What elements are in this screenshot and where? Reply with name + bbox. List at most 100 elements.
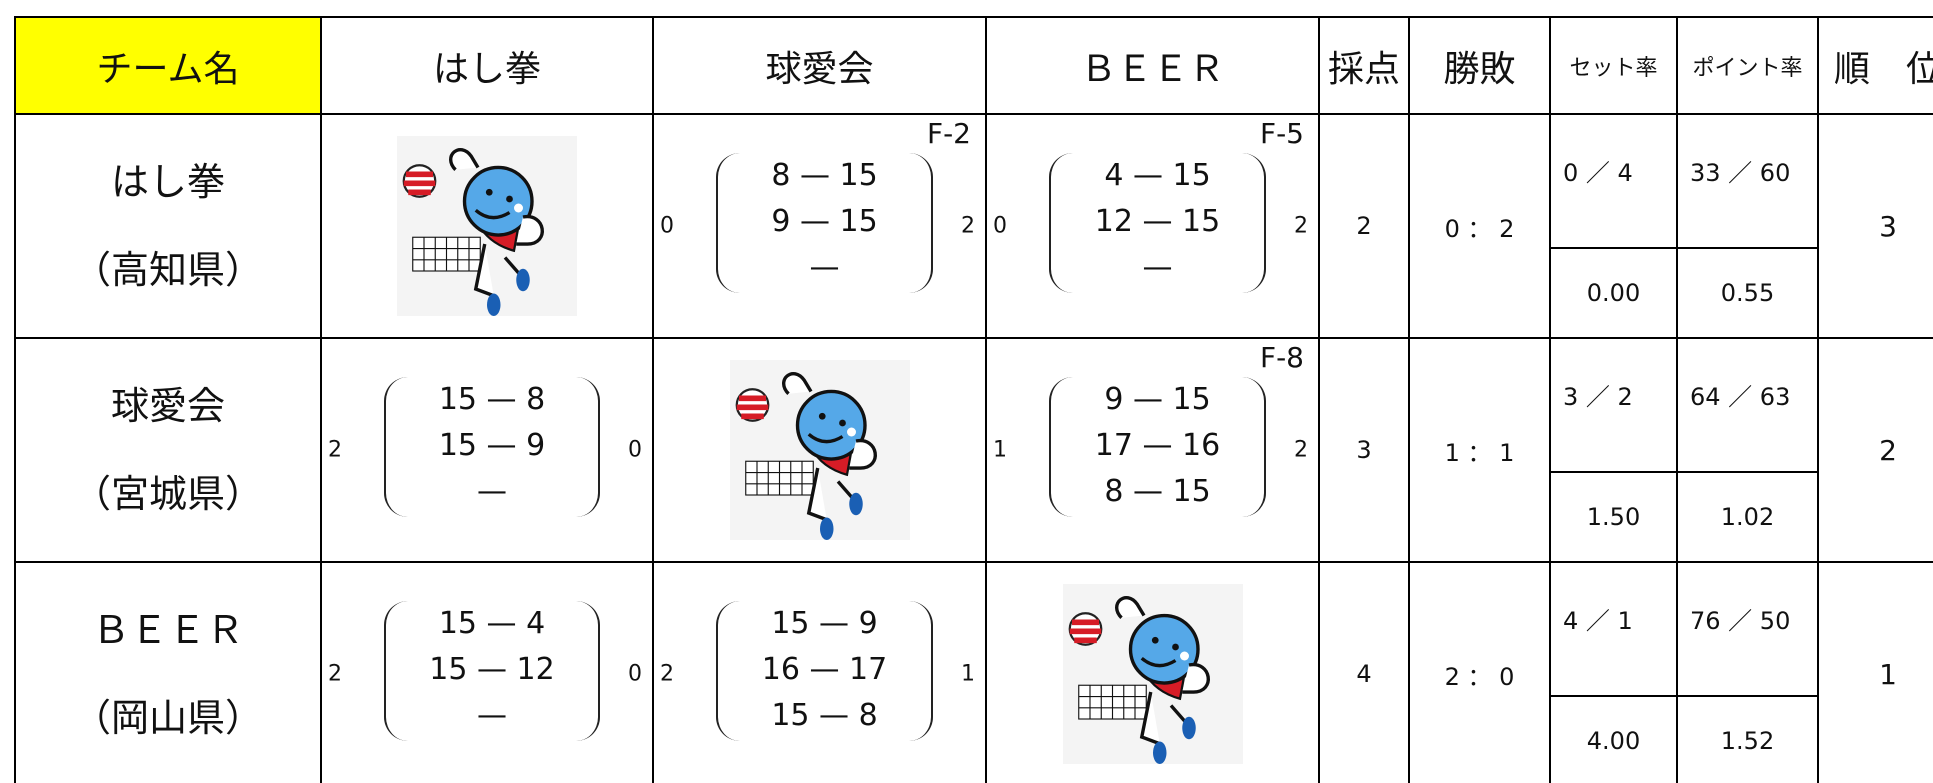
rank-cell: 1	[1817, 561, 1933, 783]
left-score: 2	[328, 437, 342, 463]
left-score: 2	[328, 661, 342, 687]
header-cell: 球愛会	[652, 16, 987, 115]
set-ratio-cell: 4 ／ 1	[1549, 561, 1678, 697]
set-score: —	[809, 250, 840, 285]
header-cell: 順 位	[1817, 16, 1933, 115]
rank-cell: 3	[1817, 113, 1933, 339]
mascot-icon	[730, 360, 910, 540]
set-score: 15 — 4	[438, 606, 546, 641]
points-cell: 4	[1318, 561, 1410, 783]
match-cell	[320, 113, 654, 339]
right-score: 1	[961, 661, 975, 687]
set-bracket: 9 — 15 17 — 16 8 — 15	[1049, 377, 1266, 517]
match-inner	[987, 563, 1318, 783]
set-score: 17 — 16	[1094, 428, 1221, 463]
set-ratio-cell: 3 ／ 2	[1549, 337, 1678, 473]
set-score: 15 — 9	[438, 428, 546, 463]
team-row-bottom: 4.00 1.52	[15, 695, 1933, 783]
record-cell: 2 ： 0	[1408, 561, 1551, 783]
match-cell	[652, 337, 987, 563]
match-cell: 2 0 15 — 8 15 — 9 —	[320, 337, 654, 563]
match-label: F-8	[1259, 341, 1304, 374]
team-row-bottom: 0.00 0.55	[15, 247, 1933, 339]
set-score: 8 — 15	[1104, 474, 1211, 509]
set-score: 12 — 15	[1094, 204, 1221, 239]
right-score: 2	[961, 213, 975, 239]
set-score: 4 — 15	[1104, 158, 1211, 193]
record-cell: 1 ： 1	[1408, 337, 1551, 563]
team-row-top: ＢＥＥＲ （岡山県） 2 0 15 — 4 15 — 12—2 1 15 — 9 16 — 17…	[14, 561, 1933, 783]
match-cell: F-2 0 2 8 — 15 9 — 15 —	[652, 113, 987, 339]
header-cell: セット率	[1549, 16, 1678, 115]
standings-table: チーム名 はし拳 球愛会 ＢＥＥＲ 採点 勝敗 セット率 ポイント率順 位 はし拳 （高知県） F…	[14, 16, 1933, 783]
match-inner: 2 0 15 — 4 15 — 12 —	[322, 563, 652, 783]
point-ratio-cell: 33 ／ 60	[1676, 113, 1819, 249]
set-bracket: 15 — 4 15 — 12 —	[384, 601, 600, 741]
point-rate-cell: 1.02	[1676, 471, 1819, 563]
team-row-top: 球愛会 （宮城県） 2 0 15 — 8 15 — 9 — F-8 1 2 9 — 15 17 — 1…	[14, 337, 1933, 563]
match-inner: F-2 0 2 8 — 15 9 — 15 —	[654, 115, 985, 337]
match-label: F-2	[926, 117, 971, 150]
left-score: 1	[993, 437, 1007, 463]
team-row-top: はし拳 （高知県） F-2 0 2 8 — 15 9 — 15— F-5 0 2 4 — 15 12 …	[14, 113, 1933, 339]
left-score: 0	[993, 213, 1007, 239]
set-ratio-cell: 0 ／ 4	[1549, 113, 1678, 249]
set-score: 15 — 8	[438, 382, 546, 417]
set-score: —	[477, 474, 507, 509]
team-row-bottom: 1.50 1.02	[15, 471, 1933, 563]
header-cell: 採点	[1318, 16, 1410, 115]
match-inner: 2 0 15 — 8 15 — 9 —	[322, 339, 652, 561]
header-row: チーム名 はし拳 球愛会 ＢＥＥＲ 採点 勝敗 セット率 ポイント率順 位	[14, 16, 1933, 115]
match-label: F-5	[1259, 117, 1304, 150]
left-score: 0	[660, 213, 674, 239]
set-bracket: 15 — 8 15 — 9 —	[384, 377, 600, 517]
right-score: 2	[1294, 437, 1308, 463]
team-prefecture: （岡山県）	[72, 696, 263, 740]
set-rate-cell: 0.00	[1549, 247, 1678, 339]
set-bracket: 15 — 9 16 — 17 15 — 8	[716, 601, 933, 741]
mascot-icon	[397, 136, 577, 316]
set-score: 9 — 15	[771, 204, 878, 239]
header-cell: ＢＥＥＲ	[985, 16, 1320, 115]
match-cell: 2 0 15 — 4 15 — 12 —	[320, 561, 654, 783]
record-cell: 0 ： 2	[1408, 113, 1551, 339]
set-score: 15 — 8	[771, 698, 878, 733]
match-inner: 2 1 15 — 9 16 — 17 15 — 8	[654, 563, 985, 783]
right-score: 0	[628, 661, 642, 687]
table-body: はし拳 （高知県） F-2 0 2 8 — 15 9 — 15— F-5 0 2 4 — 15 12 …	[14, 113, 1933, 783]
point-rate-cell: 0.55	[1676, 247, 1819, 339]
team-cell: 球愛会 （宮城県）	[14, 337, 322, 563]
team-prefecture: （高知県）	[72, 248, 263, 292]
team-cell: ＢＥＥＲ （岡山県）	[14, 561, 322, 783]
set-score: 9 — 15	[1104, 382, 1211, 417]
set-rate-cell: 4.00	[1549, 695, 1678, 783]
match-cell: 2 1 15 — 9 16 — 17 15 — 8	[652, 561, 987, 783]
set-score: 8 — 15	[771, 158, 878, 193]
team-name: ＢＥＥＲ	[91, 608, 244, 652]
match-inner: F-5 0 2 4 — 15 12 — 15 —	[987, 115, 1318, 337]
set-rate-cell: 1.50	[1549, 471, 1678, 563]
team-name: はし拳	[110, 160, 225, 204]
match-inner: F-8 1 2 9 — 15 17 — 16 8 — 15	[987, 339, 1318, 561]
set-bracket: 8 — 15 9 — 15 —	[716, 153, 933, 293]
match-inner	[654, 339, 985, 561]
point-ratio-cell: 64 ／ 63	[1676, 337, 1819, 473]
header-cell: ポイント率	[1676, 16, 1819, 115]
match-cell	[985, 561, 1320, 783]
points-cell: 2	[1318, 113, 1410, 339]
set-score: 16 — 17	[761, 652, 888, 687]
header-cell: はし拳	[320, 16, 654, 115]
header-cell: チーム名	[14, 16, 322, 115]
set-score: 15 — 9	[771, 606, 878, 641]
right-score: 0	[628, 437, 642, 463]
right-score: 2	[1294, 213, 1308, 239]
left-score: 2	[660, 661, 674, 687]
team-name: 球愛会	[110, 384, 225, 428]
header-cell: 勝敗	[1408, 16, 1551, 115]
rank-cell: 2	[1817, 337, 1933, 563]
point-ratio-cell: 76 ／ 50	[1676, 561, 1819, 697]
set-score: —	[477, 698, 507, 733]
standings-frame: チーム名 はし拳 球愛会 ＢＥＥＲ 採点 勝敗 セット率 ポイント率順 位 はし拳 （高知県） F…	[14, 16, 1933, 783]
team-prefecture: （宮城県）	[72, 472, 263, 516]
